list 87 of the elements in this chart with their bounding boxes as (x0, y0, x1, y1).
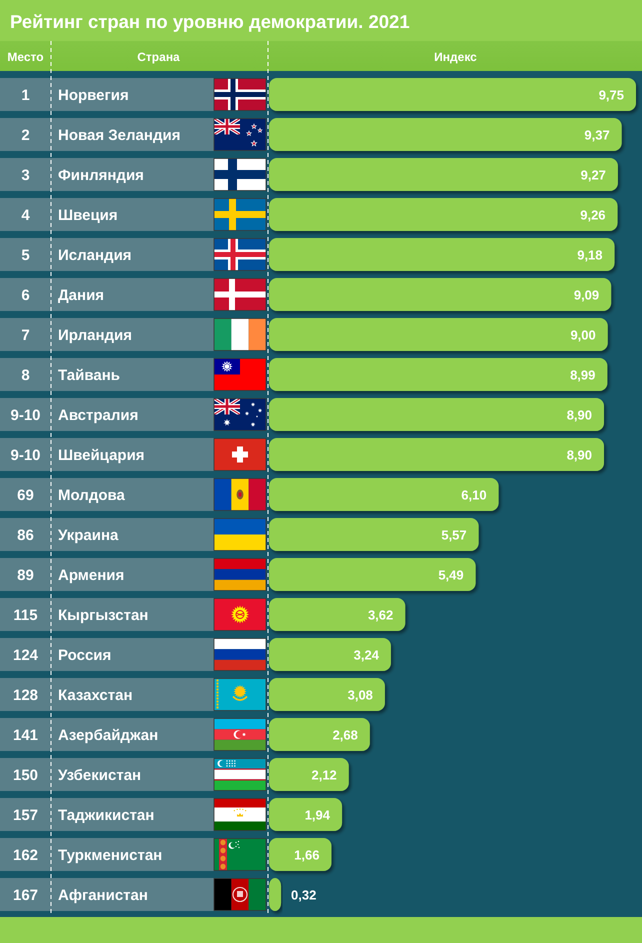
data-label: 8,90 (566, 408, 592, 422)
data-label: 3,08 (348, 688, 373, 702)
y-tick-label: Украина (58, 527, 120, 544)
y-tick-label: Туркменистан (58, 847, 162, 864)
y-tick-label: Финляндия (58, 167, 144, 184)
data-label: 9,75 (598, 88, 624, 102)
text: Место (7, 50, 44, 64)
bar (269, 78, 636, 111)
data-label: 1,66 (294, 848, 320, 862)
y-tick-label: Кыргызстан (58, 607, 148, 624)
data-label: 2,68 (332, 728, 358, 742)
text: 4 (21, 207, 30, 224)
data-label: 2,12 (311, 768, 337, 782)
bar (269, 278, 612, 311)
text: 128 (12, 687, 38, 704)
data-label: 9,18 (577, 248, 603, 262)
data-label: 3,62 (368, 608, 394, 622)
data-label: 5,57 (441, 528, 467, 542)
y-tick-label: Казахстан (58, 687, 133, 704)
data-label: 9,37 (584, 128, 610, 142)
bar (269, 518, 479, 551)
data-label: 3,24 (354, 648, 380, 662)
y-tick-label: Узбекистан (58, 767, 142, 784)
y-tick-label: Исландия (58, 247, 132, 264)
y-tick-label: Азербайджан (58, 727, 158, 744)
y-tick-label: Армения (58, 567, 124, 584)
data-label: 9,26 (580, 208, 606, 222)
y-tick-label: Швеция (58, 207, 118, 224)
bar (269, 558, 476, 591)
bar (269, 118, 622, 151)
bar (269, 718, 370, 751)
bar (269, 678, 385, 711)
text: 2 (21, 127, 30, 144)
bar (269, 438, 604, 471)
data-label: 9,00 (570, 328, 596, 342)
y-tick-label: Тайвань (58, 367, 120, 384)
data-label: 6,10 (461, 488, 487, 502)
text: 5 (21, 247, 30, 264)
bar (269, 358, 608, 391)
bar (269, 798, 342, 831)
text: 1 (21, 87, 30, 104)
y-tick-label: Новая Зеландия (58, 127, 180, 144)
bar (269, 398, 604, 431)
bar (269, 838, 332, 871)
text: 157 (12, 807, 38, 824)
bar (269, 478, 499, 511)
chart-title: Рейтинг стран по уровню демократии. 2021 (10, 11, 410, 32)
text: 6 (21, 287, 30, 304)
text: 7 (21, 327, 30, 344)
text: 3 (21, 167, 30, 184)
y-tick-label: Молдова (58, 487, 126, 504)
y-tick-label: Россия (58, 647, 112, 664)
y-tick-label: Австралия (58, 407, 138, 424)
text: 89 (17, 567, 34, 584)
text: 69 (17, 487, 34, 504)
bar (269, 638, 391, 671)
text: 115 (13, 607, 38, 624)
x-axis-title: Индекс (434, 50, 478, 64)
y-axis-title: Страна (137, 50, 180, 64)
text: 162 (12, 847, 38, 864)
data-label: 1,94 (304, 808, 331, 822)
text: 9-10 (10, 407, 41, 424)
y-tick-label: Афганистан (58, 887, 148, 904)
bar (269, 758, 349, 791)
bar (269, 598, 406, 631)
text: 8 (21, 367, 30, 384)
y-tick-label: Ирландия (58, 327, 132, 344)
data-label: 5,49 (438, 568, 464, 582)
y-tick-label: Дания (58, 287, 104, 304)
bar (269, 198, 618, 231)
text: 124 (12, 647, 39, 664)
y-tick-label: Таджикистан (58, 807, 154, 824)
text: 150 (12, 767, 38, 784)
text: 86 (17, 527, 34, 544)
data-label: 9,27 (580, 168, 606, 182)
data-label: 8,99 (570, 368, 596, 382)
bar (269, 238, 615, 271)
bar (269, 318, 608, 351)
text: 9-10 (10, 447, 41, 464)
data-label: 8,90 (566, 448, 592, 462)
text: 167 (12, 887, 38, 904)
bar (269, 158, 618, 191)
y-tick-label: Норвегия (58, 87, 129, 104)
text: 141 (12, 727, 38, 744)
data-label: 9,09 (574, 288, 600, 302)
data-label: 0,32 (291, 888, 316, 902)
y-tick-label: Швейцария (58, 447, 145, 464)
